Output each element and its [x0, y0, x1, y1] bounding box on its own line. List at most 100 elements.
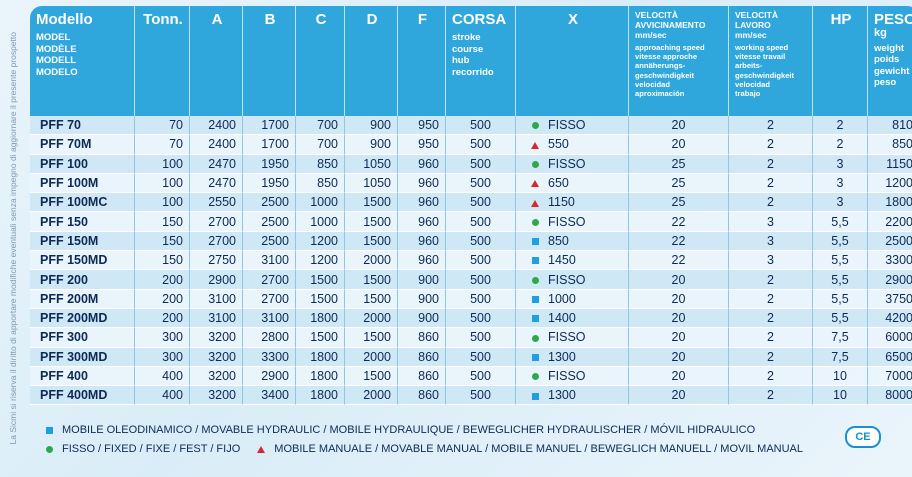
cell-hp: 5,5: [812, 212, 867, 232]
cell-corsa: 500: [445, 173, 515, 194]
side-disclaimer-text: La Sicmi si riserva il diritto di apport…: [8, 32, 18, 445]
cell-vel-avv: 20: [628, 308, 728, 329]
cell-vel-lav: 2: [728, 173, 812, 194]
cell-tonn: 400: [134, 366, 189, 387]
cell-f: 860: [397, 386, 445, 406]
cell-tonn: 400: [134, 386, 189, 406]
cell-vel-avv: 22: [628, 231, 728, 252]
cell-vel-avv: 22: [628, 251, 728, 271]
x-value: FISSO: [548, 330, 586, 345]
blue-square-icon: [528, 311, 542, 325]
table-header-row: Modello MODEL MODÈLE MODELL MODELO Tonn.…: [30, 6, 912, 116]
cell-d: 1500: [344, 270, 397, 290]
cell-c: 1500: [295, 289, 344, 309]
cell-peso: 1150: [867, 154, 912, 174]
cell-b: 2700: [242, 289, 295, 309]
cell-b: 3100: [242, 308, 295, 329]
cell-model: PFF 150: [30, 212, 134, 232]
cell-peso: 3300: [867, 251, 912, 271]
cell-vel-avv: 20: [628, 135, 728, 155]
x-value: 850: [548, 233, 569, 248]
cell-corsa: 500: [445, 135, 515, 155]
cell-c: 700: [295, 116, 344, 136]
cell-f: 860: [397, 347, 445, 367]
cell-model: PFF 150M: [30, 231, 134, 252]
side-disclaimer: La Sicmi si riserva il diritto di apport…: [0, 0, 26, 477]
cell-vel-avv: 20: [628, 289, 728, 309]
cell-vel-avv: 20: [628, 347, 728, 367]
x-value: FISSO: [548, 369, 586, 383]
cell-c: 1800: [295, 308, 344, 329]
cell-f: 950: [397, 116, 445, 136]
cell-tonn: 150: [134, 231, 189, 252]
header-velocita-lavoro: VELOCITÀ LAVORO mm/sec working speed vit…: [728, 6, 812, 116]
cell-x: 1000: [515, 289, 628, 309]
cell-corsa: 500: [445, 212, 515, 232]
cell-c: 1500: [295, 328, 344, 348]
cell-a: 3200: [189, 328, 242, 348]
red-triangle-icon: [528, 137, 542, 151]
x-value: 1000: [548, 291, 576, 306]
cell-vel-avv: 20: [628, 366, 728, 387]
cell-peso: 1800: [867, 193, 912, 213]
x-value: FISSO: [548, 272, 586, 287]
cell-corsa: 500: [445, 251, 515, 271]
header-corsa: CORSA stroke course hub recorrido: [445, 6, 515, 116]
cell-x: 1450: [515, 251, 628, 271]
cell-tonn: 100: [134, 154, 189, 174]
cell-a: 2400: [189, 135, 242, 155]
cell-hp: 7,5: [812, 347, 867, 367]
cell-d: 2000: [344, 251, 397, 271]
cell-vel-avv: 25: [628, 173, 728, 194]
cell-peso: 6500: [867, 347, 912, 367]
cell-model: PFF 70M: [30, 135, 134, 155]
cell-corsa: 500: [445, 289, 515, 309]
cell-model: PFF 300: [30, 328, 134, 348]
cell-c: 1000: [295, 193, 344, 213]
header-modello: Modello MODEL MODÈLE MODELL MODELO: [30, 6, 134, 116]
header-f: F: [397, 6, 445, 116]
cell-d: 900: [344, 116, 397, 136]
cell-tonn: 70: [134, 135, 189, 155]
green-circle-icon: [528, 157, 542, 171]
cell-d: 900: [344, 135, 397, 155]
cell-peso: 850: [867, 135, 912, 155]
cell-x: 1400: [515, 308, 628, 329]
cell-corsa: 500: [445, 347, 515, 367]
cell-peso: 3750: [867, 289, 912, 309]
red-triangle-icon: [528, 176, 542, 190]
cell-f: 960: [397, 154, 445, 174]
table-row: PFF 100 100 2470 1950 850 1050 960 500 FISSO 25 2 3…: [30, 154, 912, 174]
cell-a: 2700: [189, 212, 242, 232]
cell-tonn: 200: [134, 289, 189, 309]
cell-d: 1500: [344, 289, 397, 309]
green-circle-icon: [528, 369, 542, 383]
cell-f: 900: [397, 289, 445, 309]
cell-a: 3200: [189, 347, 242, 367]
table-row: PFF 150 150 2700 2500 1000 1500 960 500 FISSO 22 3…: [30, 212, 912, 232]
cell-corsa: 500: [445, 366, 515, 387]
table-row: PFF 300MD 300 3200 3300 1800 2000 860 500 1300 20…: [30, 347, 912, 367]
header-velocita-avvicinamento: VELOCITÀ AVVICINAMENTO mm/sec approachin…: [628, 6, 728, 116]
cell-tonn: 100: [134, 193, 189, 213]
cell-vel-lav: 2: [728, 386, 812, 406]
cell-x: 550: [515, 135, 628, 155]
cell-a: 2400: [189, 116, 242, 136]
cell-d: 1050: [344, 154, 397, 174]
cell-d: 1500: [344, 212, 397, 232]
table-row: PFF 100MC 100 2550 2500 1000 1500 960 500 1150 25…: [30, 193, 912, 213]
cell-vel-avv: 25: [628, 193, 728, 213]
cell-d: 2000: [344, 347, 397, 367]
cell-x: 1300: [515, 347, 628, 367]
cell-peso: 2500: [867, 231, 912, 252]
cell-hp: 5,5: [812, 308, 867, 329]
cell-tonn: 150: [134, 212, 189, 232]
cell-c: 1500: [295, 270, 344, 290]
legend-fixed-and-manual: FISSO / FIXED / FIXE / FEST / FIJO MOBILE…: [42, 440, 803, 459]
cell-c: 1800: [295, 347, 344, 367]
cell-model: PFF 400MD: [30, 386, 134, 406]
cell-vel-lav: 2: [728, 366, 812, 387]
legend-movable-manual: MOBILE MANUALE / MOVABLE MANUAL / MOBILE…: [274, 443, 804, 455]
cell-a: 2900: [189, 270, 242, 290]
green-circle-icon: [42, 440, 56, 459]
